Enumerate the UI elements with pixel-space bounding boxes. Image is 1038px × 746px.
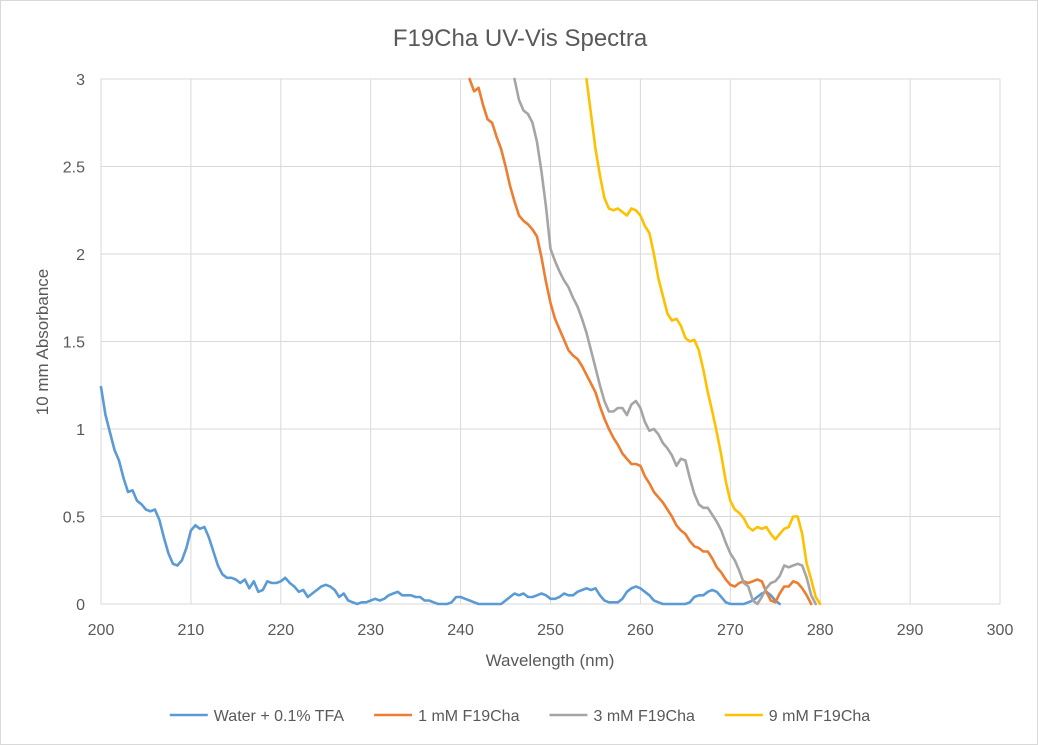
x-tick-label: 250 <box>537 622 564 639</box>
y-tick-label: 2 <box>76 247 85 264</box>
x-tick-label: 300 <box>987 622 1014 639</box>
legend-item: 1 mM F19Cha <box>374 708 520 725</box>
x-tick-label: 220 <box>267 622 294 639</box>
series-lines <box>99 77 822 606</box>
series-line-1 <box>99 385 781 606</box>
y-tick-label: 0.5 <box>63 510 85 527</box>
legend-item: 9 mM F19Cha <box>724 708 870 725</box>
x-tick-label: 270 <box>717 622 744 639</box>
x-axis-ticks: 200 210 220 230 240 250 260 270 280 290 300 <box>88 622 1014 639</box>
legend-label: 3 mM F19Cha <box>594 708 695 725</box>
legend-item: 3 mM F19Cha <box>549 708 695 725</box>
y-tick-label: 3 <box>76 72 85 89</box>
x-tick-label: 260 <box>627 622 654 639</box>
legend-item: Water + 0.1% TFA <box>169 708 345 725</box>
x-axis-title: Wavelength (nm) <box>486 651 615 670</box>
gridlines <box>100 78 1001 605</box>
legend-label: 9 mM F19Cha <box>769 708 870 725</box>
x-tick-label: 210 <box>178 622 205 639</box>
series-line-4 <box>585 77 822 606</box>
y-axis-ticks: 0 0.5 1 1.5 2 2.5 3 <box>63 72 85 614</box>
legend-label: 1 mM F19Cha <box>418 708 519 725</box>
y-tick-label: 1 <box>76 422 85 439</box>
x-tick-label: 230 <box>357 622 384 639</box>
x-tick-label: 200 <box>88 622 115 639</box>
y-tick-label: 1.5 <box>63 335 85 352</box>
series-line-3 <box>513 77 817 606</box>
legend-label: Water + 0.1% TFA <box>214 708 345 725</box>
y-axis-title: 10 mm Absorbance <box>33 269 52 415</box>
x-tick-label: 290 <box>897 622 924 639</box>
legend: Water + 0.1% TFA 1 mM F19Cha 3 mM F19Cha 9 … <box>169 708 870 725</box>
y-tick-label: 2.5 <box>63 160 85 177</box>
series-line-2 <box>468 77 813 606</box>
chart-title: F19Cha UV-Vis Spectra <box>393 25 648 52</box>
x-tick-label: 280 <box>807 622 834 639</box>
x-tick-label: 240 <box>447 622 474 639</box>
y-tick-label: 0 <box>76 597 85 614</box>
